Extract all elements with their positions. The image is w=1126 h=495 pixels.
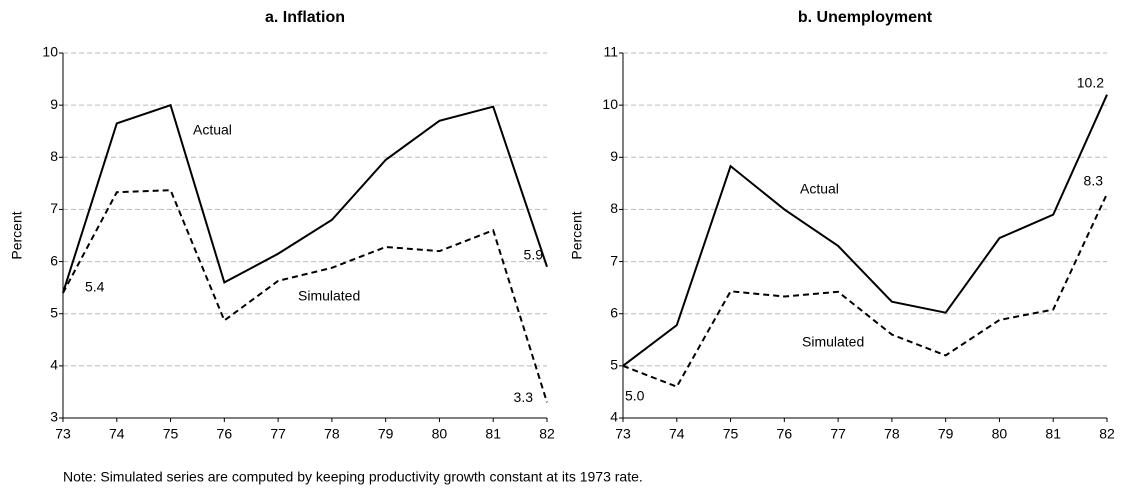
x-tick-label: 76 <box>777 426 793 442</box>
y-tick-label: 5 <box>50 304 58 320</box>
x-tick-label: 81 <box>485 426 501 442</box>
series-label: Simulated <box>802 334 864 350</box>
y-axis-label: Percent <box>9 211 25 259</box>
x-tick-label: 76 <box>217 426 233 442</box>
series-label: Actual <box>800 181 839 197</box>
value-label: 5.9 <box>524 246 544 262</box>
y-tick-label: 6 <box>610 304 618 320</box>
x-tick-label: 73 <box>55 426 71 442</box>
y-tick-label: 4 <box>610 409 618 425</box>
value-label: 10.2 <box>1077 74 1104 90</box>
x-tick-label: 75 <box>723 426 739 442</box>
x-tick-label: 80 <box>992 426 1008 442</box>
x-tick-label: 79 <box>938 426 954 442</box>
y-tick-label: 4 <box>50 357 58 373</box>
y-tick-label: 6 <box>50 252 58 268</box>
series-label: Actual <box>193 122 232 138</box>
note: Note: Simulated series are computed by k… <box>63 469 643 485</box>
x-tick-label: 80 <box>432 426 448 442</box>
y-tick-label: 7 <box>50 200 58 216</box>
y-tick-label: 10 <box>42 44 58 60</box>
x-tick-label: 79 <box>378 426 394 442</box>
value-label: 5.0 <box>625 388 645 404</box>
y-tick-label: 5 <box>610 357 618 373</box>
value-label: 5.4 <box>85 279 105 295</box>
value-label: 8.3 <box>1084 172 1104 188</box>
y-tick-label: 9 <box>610 148 618 164</box>
x-tick-label: 78 <box>884 426 900 442</box>
value-label: 3.3 <box>514 389 534 405</box>
x-tick-label: 74 <box>109 426 125 442</box>
y-axis-label: Percent <box>569 211 585 259</box>
chart-title: b. Unemployment <box>798 9 933 26</box>
x-tick-label: 78 <box>324 426 340 442</box>
y-tick-label: 7 <box>610 252 618 268</box>
series-line <box>62 103 548 294</box>
series-line <box>62 189 548 403</box>
y-tick-label: 11 <box>603 44 618 60</box>
x-tick-label: 82 <box>1099 426 1115 442</box>
x-tick-label: 74 <box>669 426 685 442</box>
x-tick-label: 75 <box>163 426 179 442</box>
x-tick-label: 77 <box>830 426 846 442</box>
series-line <box>622 94 1108 367</box>
series-label: Simulated <box>298 288 360 304</box>
x-tick-label: 77 <box>270 426 286 442</box>
y-tick-label: 9 <box>50 96 58 112</box>
chart-title: a. Inflation <box>265 9 345 26</box>
x-tick-label: 81 <box>1045 426 1061 442</box>
x-tick-label: 73 <box>615 426 631 442</box>
y-tick-label: 10 <box>602 96 618 112</box>
y-tick-label: 3 <box>50 409 58 425</box>
y-tick-label: 8 <box>610 200 618 216</box>
x-tick-label: 82 <box>539 426 555 442</box>
series-line <box>622 193 1108 388</box>
y-tick-label: 8 <box>50 148 58 164</box>
